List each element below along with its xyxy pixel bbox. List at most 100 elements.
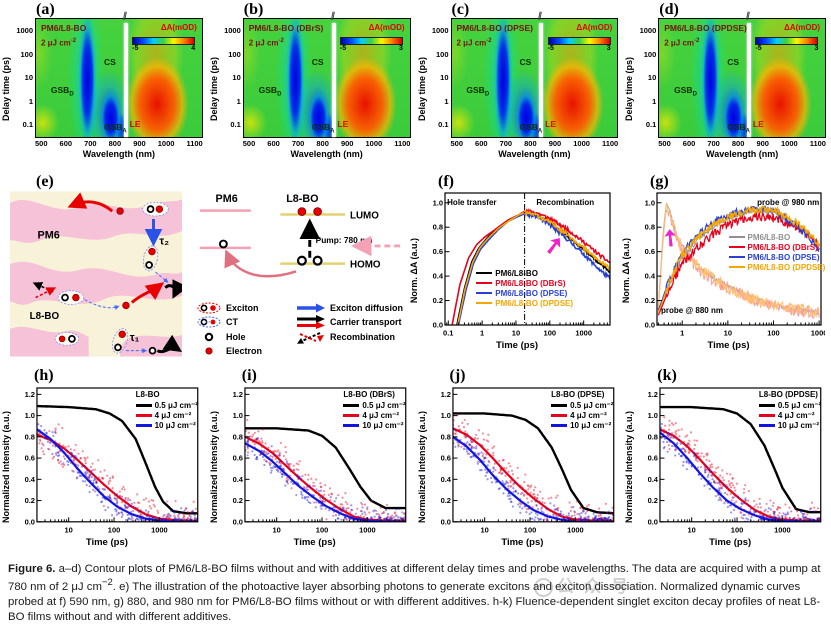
legend-g: PM6/L8-BO PM6/L8-BO (DBrS) PM6/L8-BO (DPSE… <box>728 233 826 272</box>
tick-label: 10 <box>440 73 449 82</box>
svg-text:0.8: 0.8 <box>232 432 242 441</box>
legend-item: 10 μJ cm⁻² <box>135 421 196 431</box>
y-tick-labels: 1000 100 10 1 0.1 <box>12 18 35 136</box>
pump-scatter-stripe <box>747 22 752 137</box>
tick-label: 900 <box>340 139 354 148</box>
svg-text:1000: 1000 <box>774 525 791 534</box>
x-tick-labels: 500 600 700 800 900 1000 1100 <box>35 138 203 149</box>
chart-g: 1 10 100 1000 0.0 0.2 0.4 0.6 0.8 1.0 probe @ 980… <box>632 189 825 339</box>
colorbar-gradient <box>132 36 196 45</box>
legend-label: PM6/L8-BO (DBrS) <box>495 278 566 288</box>
legend-swatch <box>758 404 775 407</box>
legend-label: 10 μJ cm⁻² <box>154 421 196 431</box>
figure-caption: Figure 6. a–d) Contour plots of PM6/L8-B… <box>8 563 821 623</box>
panel-letter-c: (c) <box>451 1 470 18</box>
tick-label: 600 <box>267 139 280 148</box>
gsb-acceptor-label: GSBA <box>311 121 335 135</box>
tick-label: 700 <box>707 139 720 148</box>
svg-text:1: 1 <box>680 329 684 338</box>
svg-text:1.2: 1.2 <box>440 390 450 399</box>
ct-glyph <box>112 328 129 354</box>
y-axis-label: Delay time (ps) <box>416 57 427 122</box>
legend-swatch <box>758 414 775 417</box>
legend-label: 0.5 μJ cm⁻² <box>362 401 406 411</box>
exciton-glyph <box>54 332 80 346</box>
legend-swatch <box>476 281 493 285</box>
y-tick-labels: 1000 100 10 1 0.1 <box>220 18 243 136</box>
tick-label: 10 <box>647 73 657 82</box>
tick-label: 900 <box>756 139 769 148</box>
svg-text:1000: 1000 <box>575 329 592 338</box>
ct-glyph <box>142 245 159 272</box>
legend-swatch <box>476 271 493 275</box>
hole-transfer-arrow <box>224 249 297 278</box>
tick-label: 1 <box>652 96 657 106</box>
le-label: LE <box>752 119 764 130</box>
le-label: LE <box>545 119 557 130</box>
exciton-glyph <box>57 290 85 305</box>
contour-panel-c: (c) Delay time (ps) 1000 100 10 1 0.1 ∥ PM6/… <box>416 2 624 174</box>
legend-item: 4 μJ cm⁻² <box>135 411 191 420</box>
svg-text:0.0: 0.0 <box>440 517 450 526</box>
probe-980-label: probe @ 980 nm <box>757 198 820 207</box>
tick-label: 1000 <box>365 139 383 148</box>
svg-text:1000: 1000 <box>151 525 168 534</box>
legend-diffusion: Exciton diffusion <box>296 303 408 313</box>
svg-text:0.4: 0.4 <box>648 475 659 484</box>
legend-recombination: Recombination <box>296 330 408 344</box>
legend-swatch <box>551 404 568 407</box>
axis-break-mark: ∥ <box>329 10 336 21</box>
tick-label: 10 <box>24 73 33 82</box>
svg-text:1000: 1000 <box>359 525 376 534</box>
caption-text: a–d) Contour plots of PM6/L8-BO films wi… <box>8 563 821 593</box>
chart-h: 10 100 1000 0.0 0.2 0.4 0.6 0.8 1.0 1.2 L8-BO 0.5… <box>12 384 202 536</box>
tick-label: 10 <box>232 73 241 82</box>
tick-label: 1000 <box>780 139 798 148</box>
legend-swatch <box>135 414 152 417</box>
tick-label: 800 <box>108 139 122 148</box>
svg-text:1.0: 1.0 <box>25 411 35 420</box>
svg-text:1.0: 1.0 <box>648 411 658 420</box>
electron-dot <box>122 301 130 310</box>
chart-i: 10 100 1000 0.0 0.2 0.4 0.6 0.8 1.0 1.2 L8-BO (DB… <box>220 384 410 536</box>
l8bo-label: L8-BO <box>286 193 318 205</box>
y-axis-label: Normalized Intensity (a.u.) <box>208 410 219 524</box>
colorbar-gradient <box>547 36 611 45</box>
svg-text:1.0: 1.0 <box>440 411 450 420</box>
hole-dot <box>148 346 157 355</box>
carrier-arrow-red <box>67 192 114 213</box>
tau2-label: τ₂ <box>159 236 169 248</box>
y-tick-labels: 1000 100 10 1 0.1 <box>635 18 658 136</box>
tick-label: 500 <box>35 139 48 148</box>
panel-letter-i: (i) <box>241 367 257 384</box>
tick-label: 1100 <box>601 139 619 148</box>
tick-label: 1 <box>236 96 241 106</box>
energy-diagram-column: PM6 L8-BO LUMO HOMO Pump: 780 nm <box>190 174 408 368</box>
svg-text:10: 10 <box>512 329 520 338</box>
panel-i: (i) Normalized Intensity (a.u.) 10 100 100… <box>208 368 416 554</box>
morphology-cartoon: PM6 L8-BO τ₂ τ₁ <box>10 191 189 357</box>
svg-text:1: 1 <box>480 329 484 338</box>
colorbar-gradient <box>755 36 819 45</box>
tick-label: 900 <box>548 139 562 148</box>
panel-letter-d: (d) <box>659 1 679 18</box>
pump-label: Pump: 780 nm <box>316 235 373 245</box>
pm6-label: PM6 <box>38 230 60 242</box>
hole-dot <box>296 255 307 266</box>
svg-text:0.4: 0.4 <box>232 475 243 484</box>
y-axis-label: Norm. ΔA (a.u.) <box>409 238 419 304</box>
recombination-arrows-icon <box>297 332 324 344</box>
y-axis-label: Delay time (ps) <box>1 57 11 122</box>
legend-item: PM6/L8-BO (DBrS) <box>728 243 826 252</box>
tick-label: 1100 <box>394 139 411 148</box>
legend-hole: Hole <box>196 331 292 343</box>
legend-label: 4 μJ cm⁻² <box>777 411 815 421</box>
colorbar-max: 3 <box>814 44 819 52</box>
tick-label: 700 <box>84 139 97 148</box>
tick-label: 1000 <box>431 26 449 35</box>
svg-text:100: 100 <box>731 525 743 534</box>
heatmap-c: ∥ PM6/L8-BO (DPSE) 2 μJ cm-2 ΔA(mOD) -5 3… <box>450 11 619 138</box>
colorbar: -5 4 <box>132 36 196 53</box>
panel-letter-k: (k) <box>657 367 677 384</box>
electron-dot <box>116 207 124 215</box>
